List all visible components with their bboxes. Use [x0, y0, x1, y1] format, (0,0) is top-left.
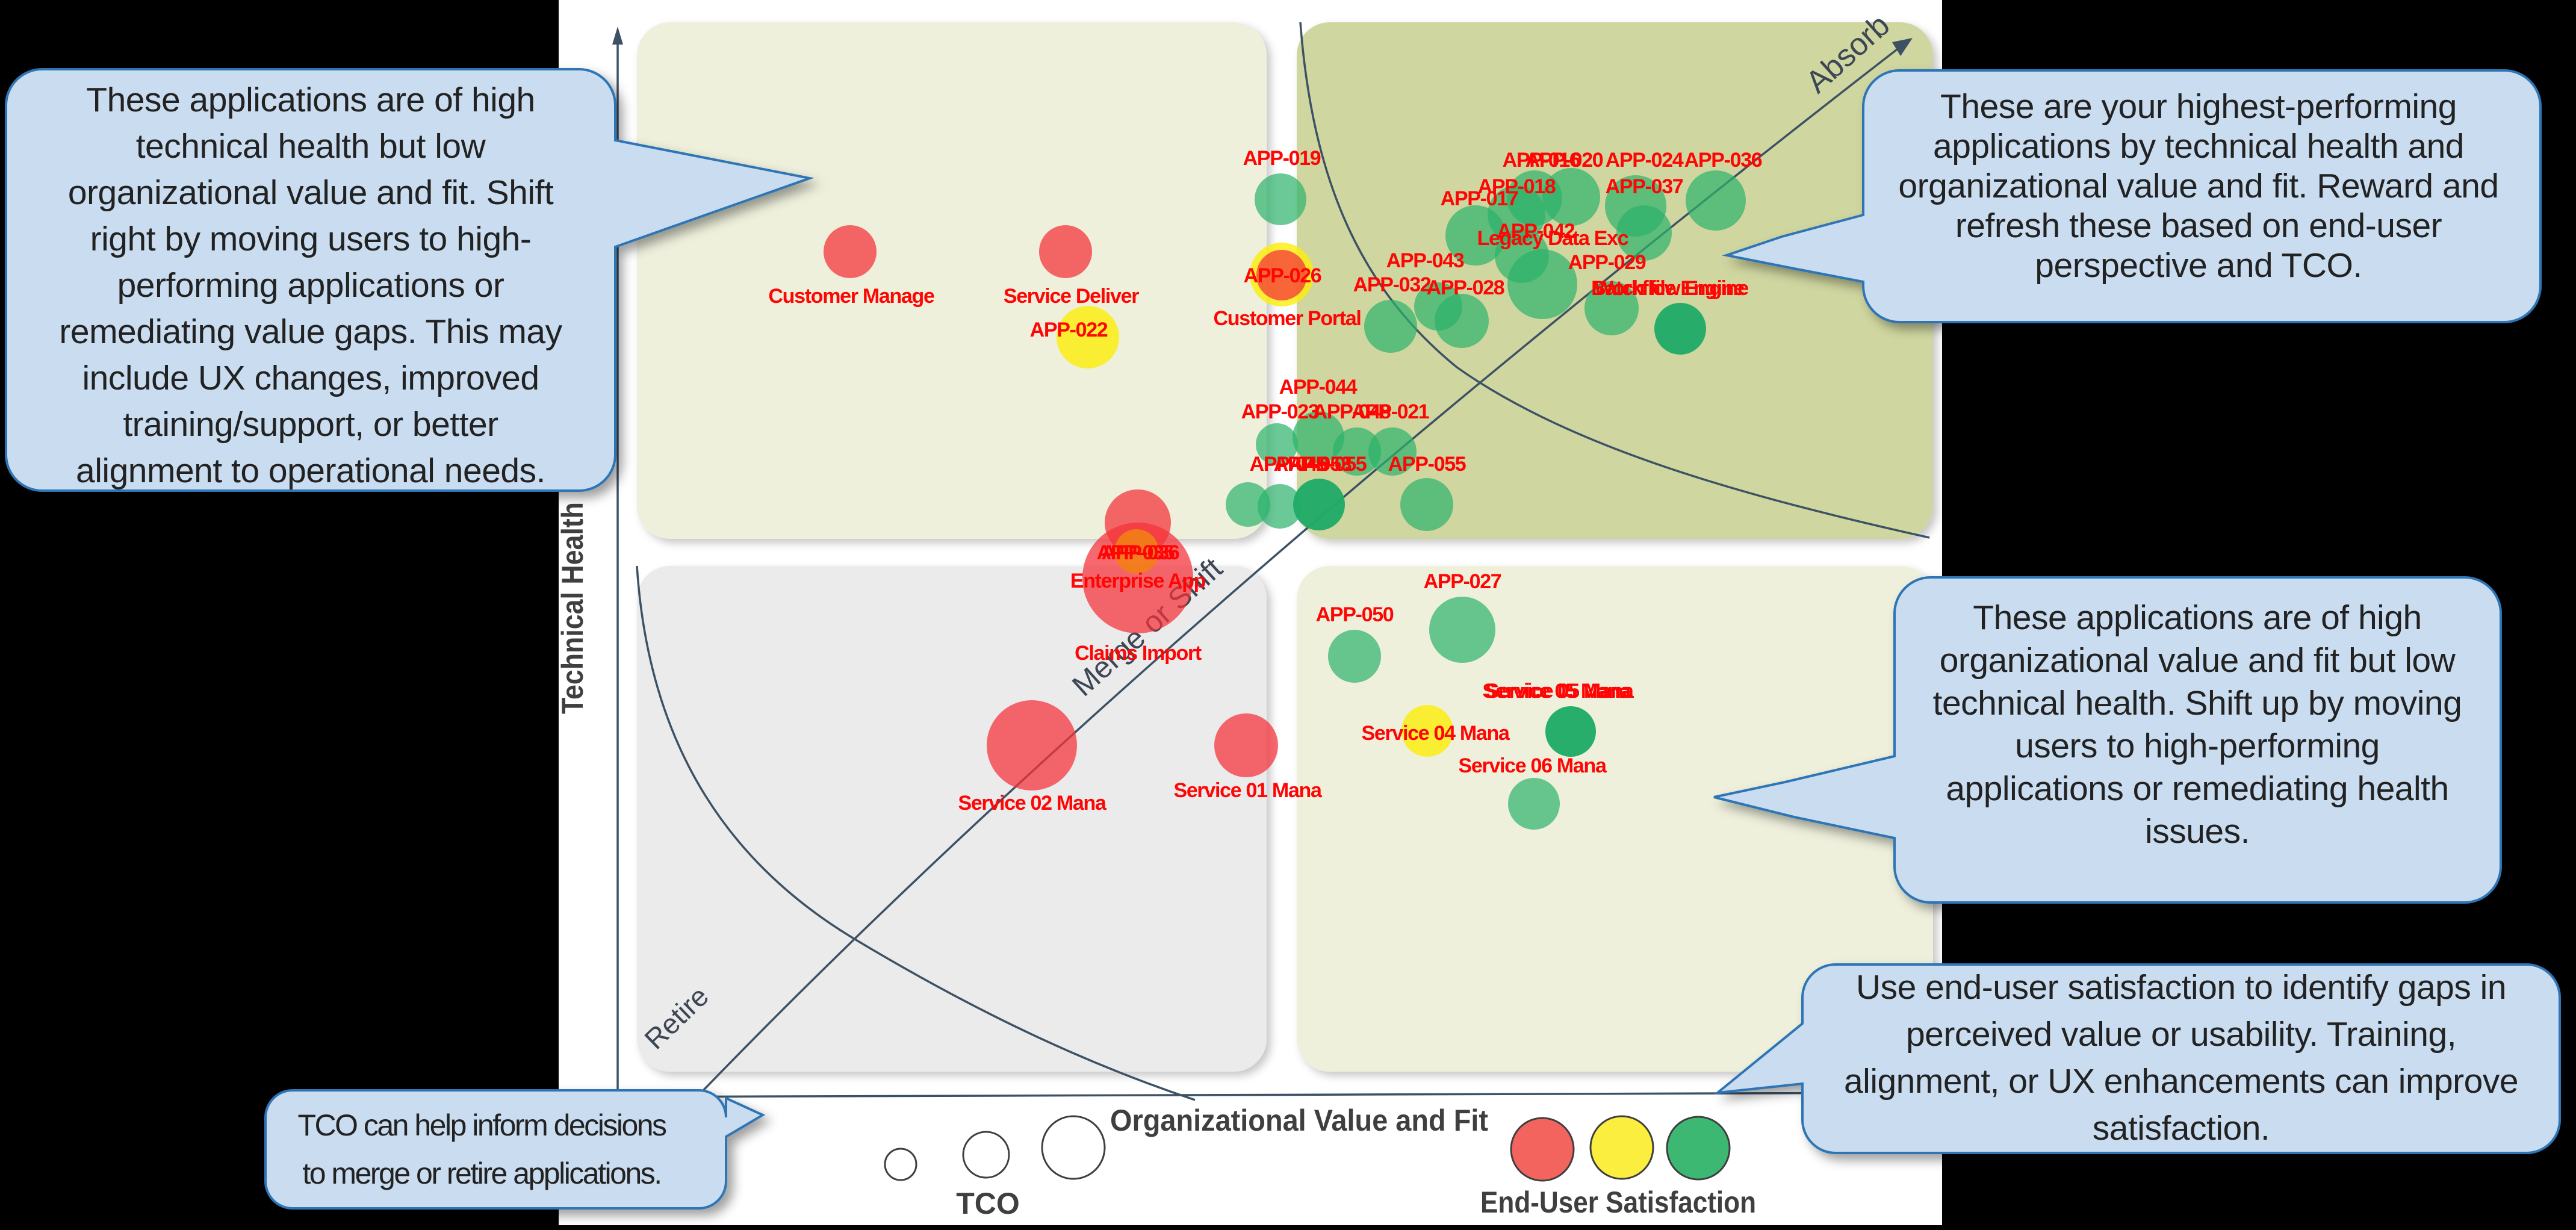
svg-text:performing applications or: performing applications or	[117, 266, 504, 305]
svg-text:satisfaction.: satisfaction.	[2093, 1109, 2270, 1148]
svg-text:APP-019: APP-019	[1243, 147, 1321, 170]
svg-text:These applications are of high: These applications are of high	[1973, 598, 2421, 637]
svg-text:APP-018: APP-018	[1478, 175, 1556, 198]
svg-text:APP-026: APP-026	[1244, 264, 1321, 287]
svg-text:These applications are of high: These applications are of high	[86, 81, 535, 119]
svg-text:APP-024: APP-024	[1606, 149, 1684, 172]
svg-text:APP-036: APP-036	[1684, 149, 1762, 172]
svg-text:APP-050: APP-050	[1316, 603, 1394, 626]
svg-text:to merge or retire application: to merge or retire applications.	[302, 1157, 660, 1190]
svg-text:APP-023: APP-023	[1241, 400, 1319, 423]
svg-text:refresh these based on end-use: refresh these based on end-user	[1955, 207, 2442, 245]
svg-text:Technical Health: Technical Health	[556, 502, 589, 714]
svg-text:APP-027: APP-027	[1424, 570, 1501, 593]
svg-text:technical health. Shift up by: technical health. Shift up by moving	[1933, 684, 2462, 722]
svg-text:Customer Portal: Customer Portal	[1214, 307, 1361, 330]
svg-text:End-User Satisfaction: End-User Satisfaction	[1480, 1185, 1756, 1219]
svg-text:Use end-user satisfaction to i: Use end-user satisfaction to identify ga…	[1856, 968, 2506, 1007]
svg-text:remediating value gaps. This m: remediating value gaps. This may	[59, 312, 562, 351]
svg-text:Batch file Engine: Batch file Engine	[1591, 277, 1744, 300]
svg-text:APP-035: APP-035	[1097, 541, 1175, 564]
svg-text:APP-037: APP-037	[1606, 175, 1683, 198]
svg-text:alignment, or UX enhancements: alignment, or UX enhancements can improv…	[1844, 1062, 2518, 1101]
svg-text:Customer Manage: Customer Manage	[768, 285, 934, 308]
svg-text:APP-055: APP-055	[1388, 453, 1466, 476]
svg-text:Organizational Value and Fit: Organizational Value and Fit	[1110, 1104, 1488, 1137]
svg-text:users to high-performing: users to high-performing	[2015, 727, 2380, 765]
svg-text:perspective and TCO.: perspective and TCO.	[2035, 246, 2362, 285]
svg-text:organizational value and fit.: organizational value and fit. Reward and	[1898, 167, 2498, 205]
svg-text:Service 01 Mana: Service 01 Mana	[1173, 779, 1323, 802]
svg-text:Service 05 Mana: Service 05 Mana	[1482, 680, 1631, 703]
svg-text:alignment to operational needs: alignment to operational needs.	[76, 452, 545, 490]
svg-text:APP-022: APP-022	[1030, 318, 1108, 341]
svg-text:applications by technical heal: applications by technical health and	[1933, 127, 2464, 166]
svg-text:APP-021: APP-021	[1352, 400, 1429, 423]
svg-text:TCO can help inform decisions: TCO can help inform decisions	[297, 1108, 666, 1142]
svg-text:APP-028: APP-028	[1427, 276, 1504, 299]
svg-text:APP-043: APP-043	[1386, 249, 1464, 272]
svg-text:organizational value and fit b: organizational value and fit but low	[1940, 641, 2456, 680]
svg-text:Enterprise App: Enterprise App	[1070, 570, 1206, 592]
svg-text:organizational value and fit.: organizational value and fit. Shift	[68, 173, 554, 212]
svg-text:training/support, or better: training/support, or better	[123, 405, 498, 444]
svg-text:APP-045: APP-045	[1250, 453, 1327, 476]
svg-text:Claims Import: Claims Import	[1075, 642, 1202, 665]
svg-text:APP-017: APP-017	[1441, 187, 1518, 210]
svg-text:Legacy Data Exc: Legacy Data Exc	[1477, 227, 1628, 250]
svg-text:technical health but low: technical health but low	[136, 127, 486, 166]
svg-text:APP-042: APP-042	[1497, 220, 1575, 243]
svg-text:These are your highest-perform: These are your highest-performing	[1940, 87, 2457, 126]
svg-text:APP-020: APP-020	[1525, 149, 1603, 172]
svg-text:APP-048: APP-048	[1313, 400, 1391, 423]
svg-text:include UX changes, improved: include UX changes, improved	[82, 359, 539, 397]
svg-text:Service Deliver: Service Deliver	[1004, 285, 1139, 308]
svg-text:APP-036: APP-036	[1102, 541, 1179, 564]
svg-text:Service 02 Mana: Service 02 Mana	[958, 792, 1107, 815]
svg-text:Service 05 Mana: Service 05 Mana	[1485, 680, 1634, 703]
svg-text:right by moving users to high-: right by moving users to high-	[90, 220, 532, 258]
svg-text:TCO: TCO	[956, 1187, 1020, 1220]
svg-text:perceived value or usability.: perceived value or usability. Training,	[1906, 1015, 2456, 1054]
svg-text:Service 06 Mana: Service 06 Mana	[1458, 754, 1607, 777]
svg-text:Service 04 Mana: Service 04 Mana	[1361, 722, 1510, 745]
svg-text:APP-055: APP-055	[1289, 453, 1367, 476]
svg-text:APP-016: APP-016	[1503, 149, 1580, 172]
svg-text:Workflow Engine: Workflow Engine	[1594, 277, 1748, 300]
svg-text:applications or remediating he: applications or remediating health	[1946, 769, 2448, 808]
svg-text:APP-044: APP-044	[1279, 376, 1358, 399]
svg-text:issues.: issues.	[2145, 812, 2250, 851]
svg-text:APP-032: APP-032	[1353, 273, 1431, 296]
svg-text:APP-053: APP-053	[1274, 453, 1352, 476]
svg-text:APP-029: APP-029	[1568, 251, 1646, 274]
